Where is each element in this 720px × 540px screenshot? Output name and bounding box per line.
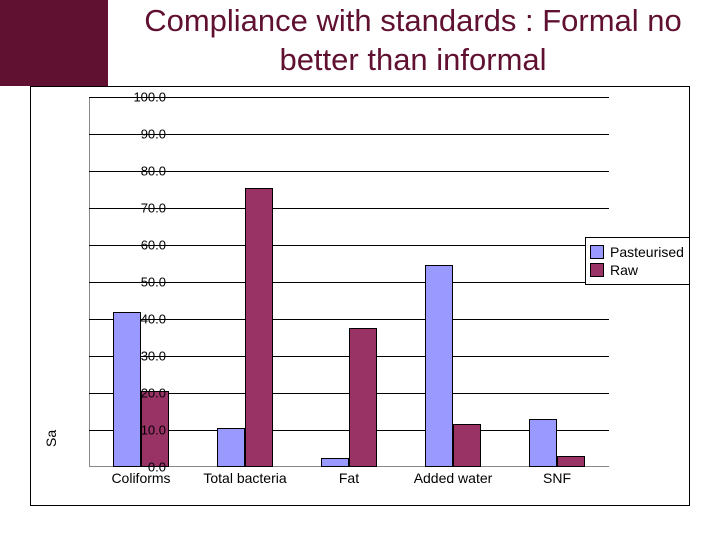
bar-pasteurised [529,419,557,467]
legend-item: Raw [590,262,685,278]
bar-raw [557,456,585,467]
gridline [89,208,609,209]
y-tick-label: 100.0 [126,90,166,105]
gridline [89,97,609,98]
gridline [89,282,609,283]
y-tick-label: 50.0 [126,275,166,290]
y-tick-label: 60.0 [126,238,166,253]
x-tick-label: SNF [505,470,609,486]
gridline [89,319,609,320]
y-tick-label: 70.0 [126,201,166,216]
chart-frame: Sa PasteurisedRaw 0.010.020.030.040.050.… [30,86,690,506]
legend-item: Pasteurised [590,244,685,260]
bar-raw [453,424,481,467]
x-tick-label: Total bacteria [193,470,297,486]
slide: Compliance with standards : Formal no be… [0,0,720,540]
gridline [89,245,609,246]
gridline [89,134,609,135]
legend-swatch [590,263,604,277]
legend: Pasteurised Raw [585,237,690,285]
y-tick-label: 10.0 [126,423,166,438]
y-tick-label: 30.0 [126,349,166,364]
y-tick-label: 40.0 [126,312,166,327]
plot-area [89,97,609,467]
bar-pasteurised [217,428,245,467]
legend-swatch [590,245,604,259]
bar-pasteurised [425,265,453,467]
slide-title: Compliance with standards : Formal no be… [118,2,708,80]
x-tick-label: Added water [401,470,505,486]
x-tick-label: Coliforms [89,470,193,486]
gridline [89,171,609,172]
bar-pasteurised [321,458,349,467]
y-tick-label: 90.0 [126,127,166,142]
y-tick-label: 20.0 [126,386,166,401]
y-axis-label: Sa [43,427,59,447]
x-tick-label: Fat [297,470,401,486]
header-accent-block [0,0,108,86]
legend-label: Pasteurised [610,244,684,260]
bar-raw [349,328,377,467]
legend-label: Raw [610,262,638,278]
y-tick-label: 80.0 [126,164,166,179]
bar-raw [245,188,273,467]
